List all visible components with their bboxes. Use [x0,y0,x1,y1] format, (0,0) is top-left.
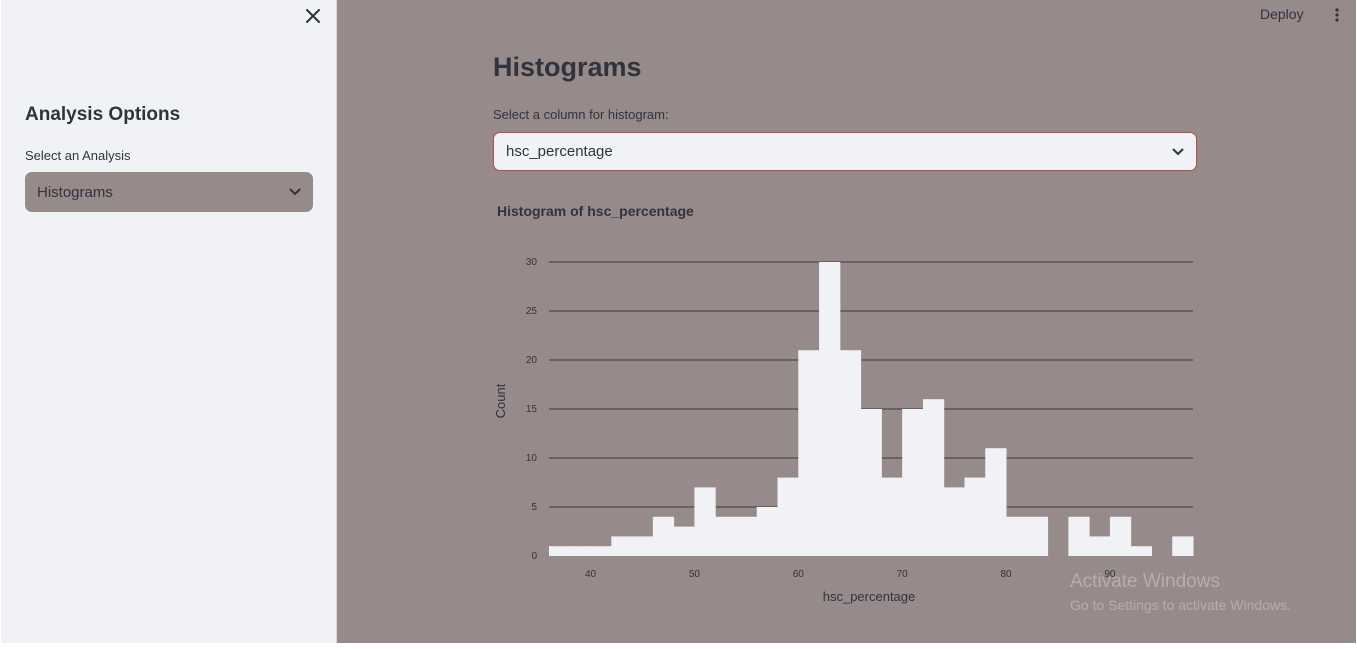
activate-windows-title: Activate Windows [1070,571,1220,592]
activate-windows-subtitle: Go to Settings to activate Windows. [1070,597,1291,613]
histogram-bar [735,516,758,556]
histogram-bar [715,516,737,556]
histogram-bar [569,546,592,556]
histogram-bar [798,350,820,556]
histogram-bar [881,477,903,556]
histogram-bar [1130,546,1152,556]
y-tick-label: 20 [526,355,538,366]
histogram-bar [943,487,965,556]
chart-title: Histogram of hsc_percentage [497,203,694,219]
histogram-bar [860,409,882,556]
x-axis-label: hsc_percentage [823,589,916,604]
x-tick-label: 70 [897,569,909,580]
histogram-bar [922,399,945,556]
y-tick-label: 0 [531,551,537,562]
x-tick-label: 80 [1000,569,1012,580]
sidebar-title: Analysis Options [25,104,181,125]
histogram-bar [777,477,799,556]
histogram-bar [549,546,571,556]
histogram-bar [1172,536,1194,556]
column-select-label: Select a column for histogram: [493,107,669,122]
histogram-bar [652,516,675,556]
bottom-strip [0,643,1357,649]
sidebar: Analysis Options Select an Analysis Hist… [1,0,337,643]
deploy-button[interactable]: Deploy [1260,6,1304,22]
y-tick-label: 30 [526,257,538,268]
close-sidebar-button[interactable] [301,4,325,28]
column-select[interactable]: hsc_percentage [493,132,1197,171]
analysis-select-value[interactable]: Histograms [37,183,113,201]
histogram-bar [1089,536,1111,556]
y-tick-label: 5 [531,502,537,513]
histogram-bar [632,536,654,556]
histogram-bar [694,487,716,556]
analysis-select[interactable]: Histograms [25,172,313,212]
x-tick-label: 40 [585,569,597,580]
histogram-bar [1006,516,1028,556]
histogram-bar [611,536,633,556]
analysis-select-label: Select an Analysis [25,148,131,163]
histogram-bar [985,448,1007,556]
y-tick-label: 10 [526,453,538,464]
histogram-bar [1068,516,1090,556]
histogram-bar [964,477,986,556]
histogram-bar [756,507,779,556]
histogram-bar [839,350,862,556]
y-tick-label: 25 [526,306,538,317]
histogram-bar [1109,516,1132,556]
x-tick-label: 60 [793,569,805,580]
histogram-bar [673,526,695,556]
main-menu-button[interactable] [1329,4,1345,26]
close-icon[interactable] [306,9,320,23]
y-tick-label: 15 [526,404,538,415]
histogram-bar [819,262,841,556]
y-axis-label: Count [493,383,508,418]
chevron-down-icon[interactable] [289,188,301,196]
column-select-value[interactable]: hsc_percentage [506,143,613,160]
main-area: Deploy Histograms Select a column for hi… [337,0,1356,643]
chevron-down-icon[interactable] [1172,148,1184,156]
page-title: Histograms [493,52,642,82]
more-vertical-icon[interactable] [1335,8,1339,22]
histogram-bar [902,409,924,556]
x-tick-label: 50 [689,569,701,580]
x-tick-label: 90 [1104,569,1116,580]
histogram-bar [590,546,612,556]
histogram-bar [1026,516,1049,556]
histogram-chart: 0 5 10 15 20 25 30 40 50 60 70 80 90 hsc_percentage Co… [493,257,1194,604]
